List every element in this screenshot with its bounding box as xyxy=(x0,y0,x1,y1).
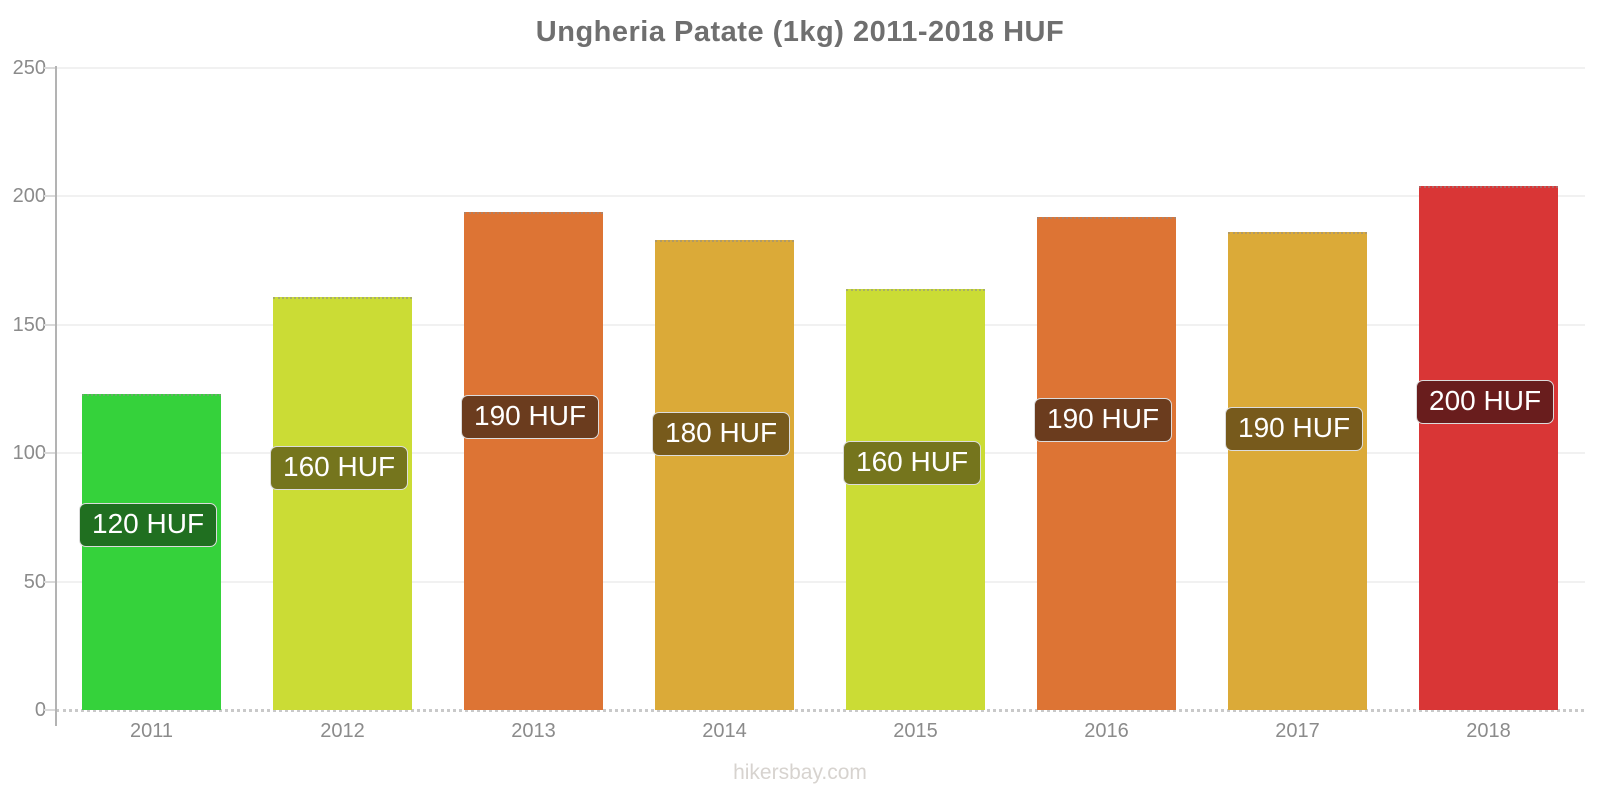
bar-2016: 190 HUF xyxy=(1034,217,1176,710)
chart-title: Ungheria Patate (1kg) 2011-2018 HUF xyxy=(535,16,1065,48)
x-tick-label-2016: 2016 xyxy=(1084,720,1129,742)
bar-2012: 160 HUF xyxy=(270,297,412,710)
y-tick-label-250: 250 xyxy=(12,57,46,79)
y-tick-mark-200 xyxy=(44,195,56,198)
bar-slot-2016: 190 HUF xyxy=(1011,68,1202,710)
y-axis-line xyxy=(55,66,57,726)
y-tick-label-150: 150 xyxy=(12,313,46,336)
gridline-50 xyxy=(57,580,1585,583)
gridline-200 xyxy=(57,195,1585,198)
y-tick-label-50: 50 xyxy=(23,570,46,593)
bar-slot-2017: 190 HUF xyxy=(1202,68,1393,710)
y-tick-mark-0 xyxy=(44,709,56,711)
bar-slot-2015: 160 HUF xyxy=(820,68,1011,710)
gridline-150 xyxy=(57,323,1585,326)
x-tick-label-2014: 2014 xyxy=(702,720,747,742)
bar-slot-2013: 190 HUF xyxy=(438,68,629,710)
bar-slot-2011: 120 HUF xyxy=(56,68,247,710)
bar-2014: 180 HUF xyxy=(652,240,794,710)
bar-2018: 200 HUF xyxy=(1416,186,1558,710)
watermark: hikersbay.com xyxy=(733,761,867,784)
gridline-250 xyxy=(57,67,1585,69)
bar-value-badge-2015: 160 HUF xyxy=(843,440,982,485)
y-tick-mark-150 xyxy=(44,323,56,326)
x-axis-baseline xyxy=(56,709,1584,712)
bar-value-badge-2014: 180 HUF xyxy=(652,411,791,456)
bar-value-badge-2018: 200 HUF xyxy=(1416,380,1555,425)
bar-value-badge-2017: 190 HUF xyxy=(1225,407,1364,452)
bar-value-badge-2011: 120 HUF xyxy=(79,502,218,547)
bar-2015: 160 HUF xyxy=(843,289,985,710)
x-axis-labels: 2011 2012 2013 2014 2015 2016 2017 2018 xyxy=(56,720,1584,743)
x-tick-label-2018: 2018 xyxy=(1466,720,1511,742)
x-tick-label-2015: 2015 xyxy=(893,720,938,742)
bar-slot-2012: 160 HUF xyxy=(247,68,438,710)
y-tick-mark-50 xyxy=(44,580,56,583)
bar-value-badge-2016: 190 HUF xyxy=(1034,398,1173,443)
bar-2017: 190 HUF xyxy=(1225,232,1367,710)
bar-2011: 120 HUF xyxy=(79,394,221,710)
x-tick-label-2013: 2013 xyxy=(511,720,556,742)
y-tick-mark-250 xyxy=(44,67,56,69)
bars-row: 120 HUF 160 HUF 190 HUF 180 HUF 160 HUF 190 H… xyxy=(56,68,1584,710)
y-tick-mark-100 xyxy=(44,452,56,455)
x-tick-label-2011: 2011 xyxy=(129,720,173,742)
bar-slot-2018: 200 HUF xyxy=(1393,68,1584,710)
bar-slot-2014: 180 HUF xyxy=(629,68,820,710)
plot-area: 0 50 100 150 200 250 120 HUF 160 HUF 190 HUF 180… xyxy=(13,57,1585,742)
y-tick-label-200: 200 xyxy=(12,185,46,208)
bar-value-badge-2013: 190 HUF xyxy=(461,395,600,440)
bar-value-badge-2012: 160 HUF xyxy=(270,445,409,490)
x-tick-label-2012: 2012 xyxy=(320,720,365,742)
x-tick-label-2017: 2017 xyxy=(1275,720,1320,742)
gridline-100 xyxy=(57,452,1585,455)
bar-2013: 190 HUF xyxy=(461,212,603,710)
y-tick-label-0: 0 xyxy=(34,699,46,721)
y-tick-label-100: 100 xyxy=(12,442,46,465)
